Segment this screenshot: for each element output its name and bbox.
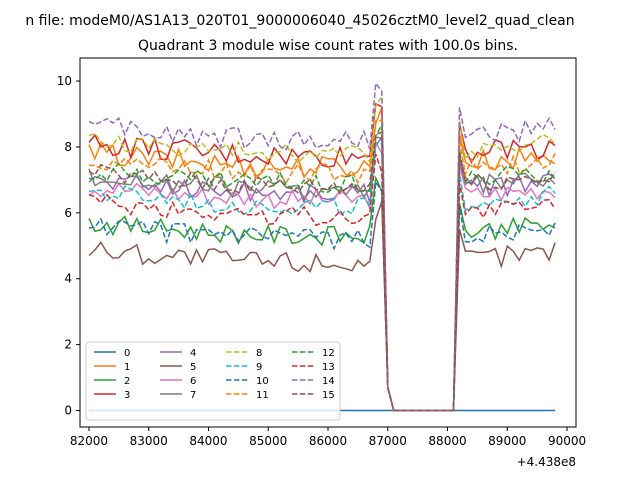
x-tick-label: 85000 [249,434,287,448]
legend-label-12: 12 [322,348,335,359]
legend-label-6: 6 [190,376,196,387]
series-group [88,81,556,412]
suptitle: n file: modeM0/AS1A13_020T01_9000006040_… [25,13,574,29]
y-tick-label: 2 [64,338,72,352]
series-line-1 [88,106,556,412]
legend-label-10: 10 [256,376,269,387]
legend-label-14: 14 [322,376,335,387]
x-tick-label: 86000 [309,434,347,448]
legend-label-13: 13 [322,362,335,373]
legend-label-3: 3 [124,390,130,401]
legend-label-11: 11 [256,390,269,401]
series-line-2 [88,175,556,412]
series-line-13 [88,153,556,412]
series-line-3 [88,102,556,412]
series-line-11 [88,119,556,412]
legend-label-0: 0 [124,348,130,359]
y-tick-label: 0 [64,404,72,418]
x-tick-label: 89000 [488,434,526,448]
series-line-10 [88,179,556,412]
series-line-9 [88,143,556,412]
x-offset-label: +4.438e8 [517,455,576,469]
x-tick-label: 90000 [548,434,586,448]
y-tick-label: 8 [64,140,72,154]
series-line-5 [88,201,556,412]
series-line-14 [88,81,556,412]
legend-label-8: 8 [256,348,262,359]
legend-label-1: 1 [124,362,130,373]
legend-box [85,341,341,421]
x-tick-label: 82000 [70,434,108,448]
legend-label-15: 15 [322,390,335,401]
y-tick-label: 10 [57,74,72,88]
legend-label-4: 4 [190,348,196,359]
x-tick-label: 87000 [369,434,407,448]
series-line-12 [88,122,556,412]
y-tick-label: 4 [64,272,72,286]
x-tick-label: 84000 [189,434,227,448]
chart-title: Quadrant 3 module wise count rates with … [138,38,518,54]
legend-label-5: 5 [190,362,196,373]
x-axis: 82000 83000 84000 85000 86000 87000 88000 89000… [70,427,586,448]
legend-label-7: 7 [190,390,196,401]
series-line-8 [88,94,556,412]
series-line-15 [88,131,556,412]
y-tick-label: 6 [64,206,72,220]
legend-label-2: 2 [124,376,130,387]
legend-label-9: 9 [256,362,262,373]
x-tick-label: 88000 [428,434,466,448]
x-tick-label: 83000 [130,434,168,448]
series-line-6 [88,139,556,412]
y-axis: 0 2 4 6 8 10 [57,74,80,418]
